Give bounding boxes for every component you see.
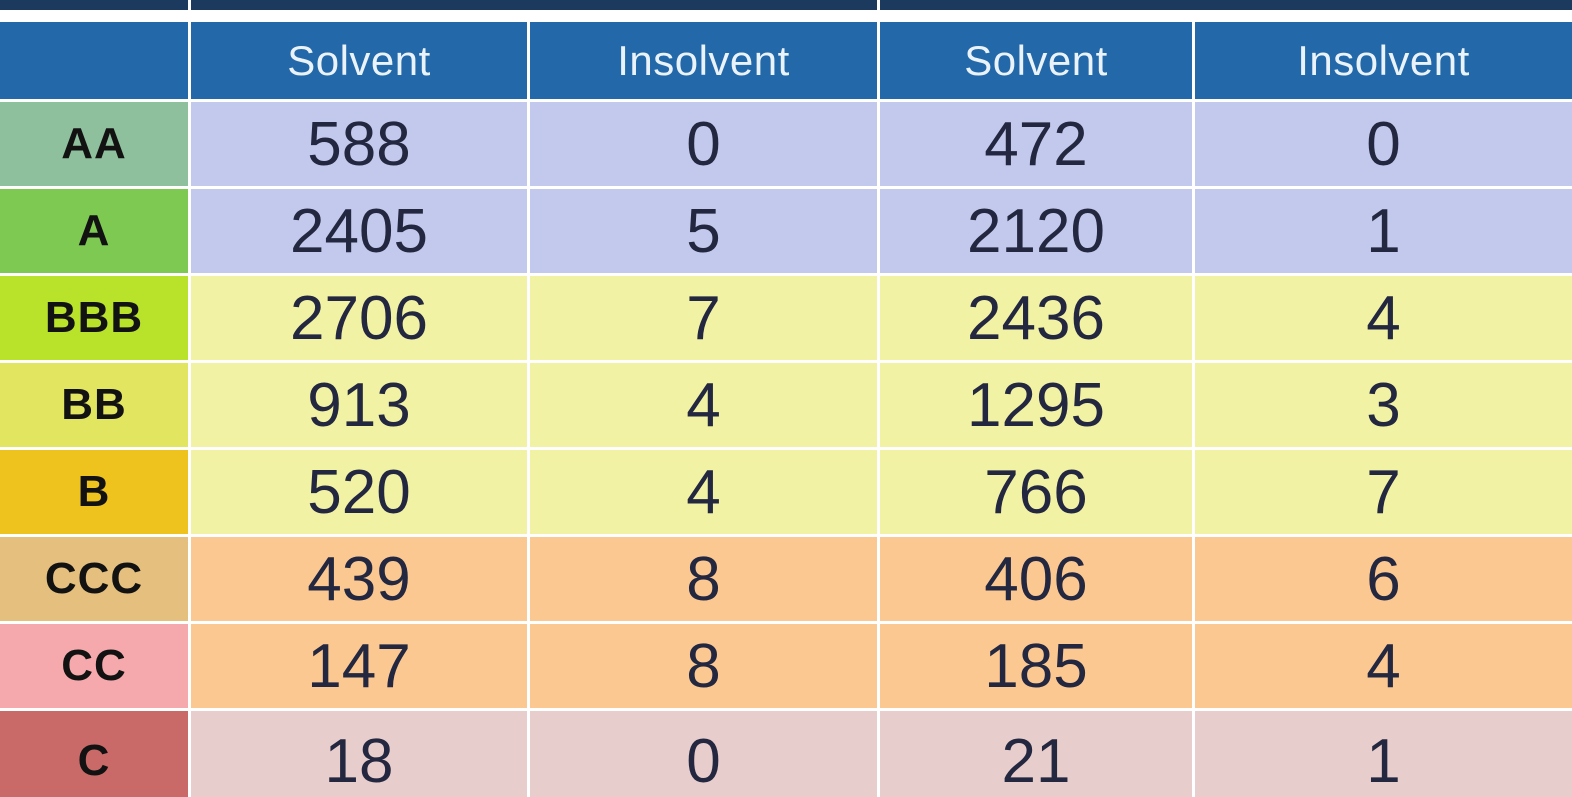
title-bar-group2-segment bbox=[880, 0, 1572, 10]
value-cell: 2405 bbox=[191, 189, 527, 273]
value-cell: 406 bbox=[880, 537, 1192, 621]
rating-cell-cc: CC bbox=[0, 624, 188, 708]
value-cell: 4 bbox=[1195, 276, 1572, 360]
value-cell: 7 bbox=[530, 276, 877, 360]
rating-cell-aa: AA bbox=[0, 102, 188, 186]
value-cell: 913 bbox=[191, 363, 527, 447]
rating-cell-bb: BB bbox=[0, 363, 188, 447]
value-cell: 4 bbox=[530, 450, 877, 534]
title-bar-corner-segment bbox=[0, 0, 188, 10]
rating-solvency-table: Solvent Insolvent Solvent Insolvent AA 5… bbox=[0, 22, 1572, 797]
rating-cell-c: C bbox=[0, 711, 188, 797]
value-cell: 7 bbox=[1195, 450, 1572, 534]
value-cell: 0 bbox=[1195, 102, 1572, 186]
title-bar-group1-segment bbox=[191, 0, 877, 10]
header-cell-insolvent-1: Insolvent bbox=[530, 22, 877, 99]
value-cell: 1295 bbox=[880, 363, 1192, 447]
rating-cell-bbb: BBB bbox=[0, 276, 188, 360]
header-cell-insolvent-2: Insolvent bbox=[1195, 22, 1572, 99]
value-cell: 2706 bbox=[191, 276, 527, 360]
value-cell: 5 bbox=[530, 189, 877, 273]
value-cell: 21 bbox=[880, 711, 1192, 797]
value-cell: 0 bbox=[530, 711, 877, 797]
value-cell: 2120 bbox=[880, 189, 1192, 273]
value-cell: 588 bbox=[191, 102, 527, 186]
value-cell: 439 bbox=[191, 537, 527, 621]
value-cell: 472 bbox=[880, 102, 1192, 186]
value-cell: 147 bbox=[191, 624, 527, 708]
rating-cell-b: B bbox=[0, 450, 188, 534]
cropped-title-row bbox=[0, 0, 1572, 10]
value-cell: 185 bbox=[880, 624, 1192, 708]
value-cell: 18 bbox=[191, 711, 527, 797]
value-cell: 0 bbox=[530, 102, 877, 186]
rating-cell-a: A bbox=[0, 189, 188, 273]
value-cell: 3 bbox=[1195, 363, 1572, 447]
rating-cell-ccc: CCC bbox=[0, 537, 188, 621]
value-cell: 4 bbox=[1195, 624, 1572, 708]
spacer bbox=[0, 10, 1572, 22]
value-cell: 520 bbox=[191, 450, 527, 534]
value-cell: 8 bbox=[530, 624, 877, 708]
corner-cell bbox=[0, 22, 188, 99]
value-cell: 2436 bbox=[880, 276, 1192, 360]
value-cell: 1 bbox=[1195, 711, 1572, 797]
value-cell: 4 bbox=[530, 363, 877, 447]
header-cell-solvent-2: Solvent bbox=[880, 22, 1192, 99]
value-cell: 6 bbox=[1195, 537, 1572, 621]
header-cell-solvent-1: Solvent bbox=[191, 22, 527, 99]
value-cell: 8 bbox=[530, 537, 877, 621]
value-cell: 766 bbox=[880, 450, 1192, 534]
value-cell: 1 bbox=[1195, 189, 1572, 273]
